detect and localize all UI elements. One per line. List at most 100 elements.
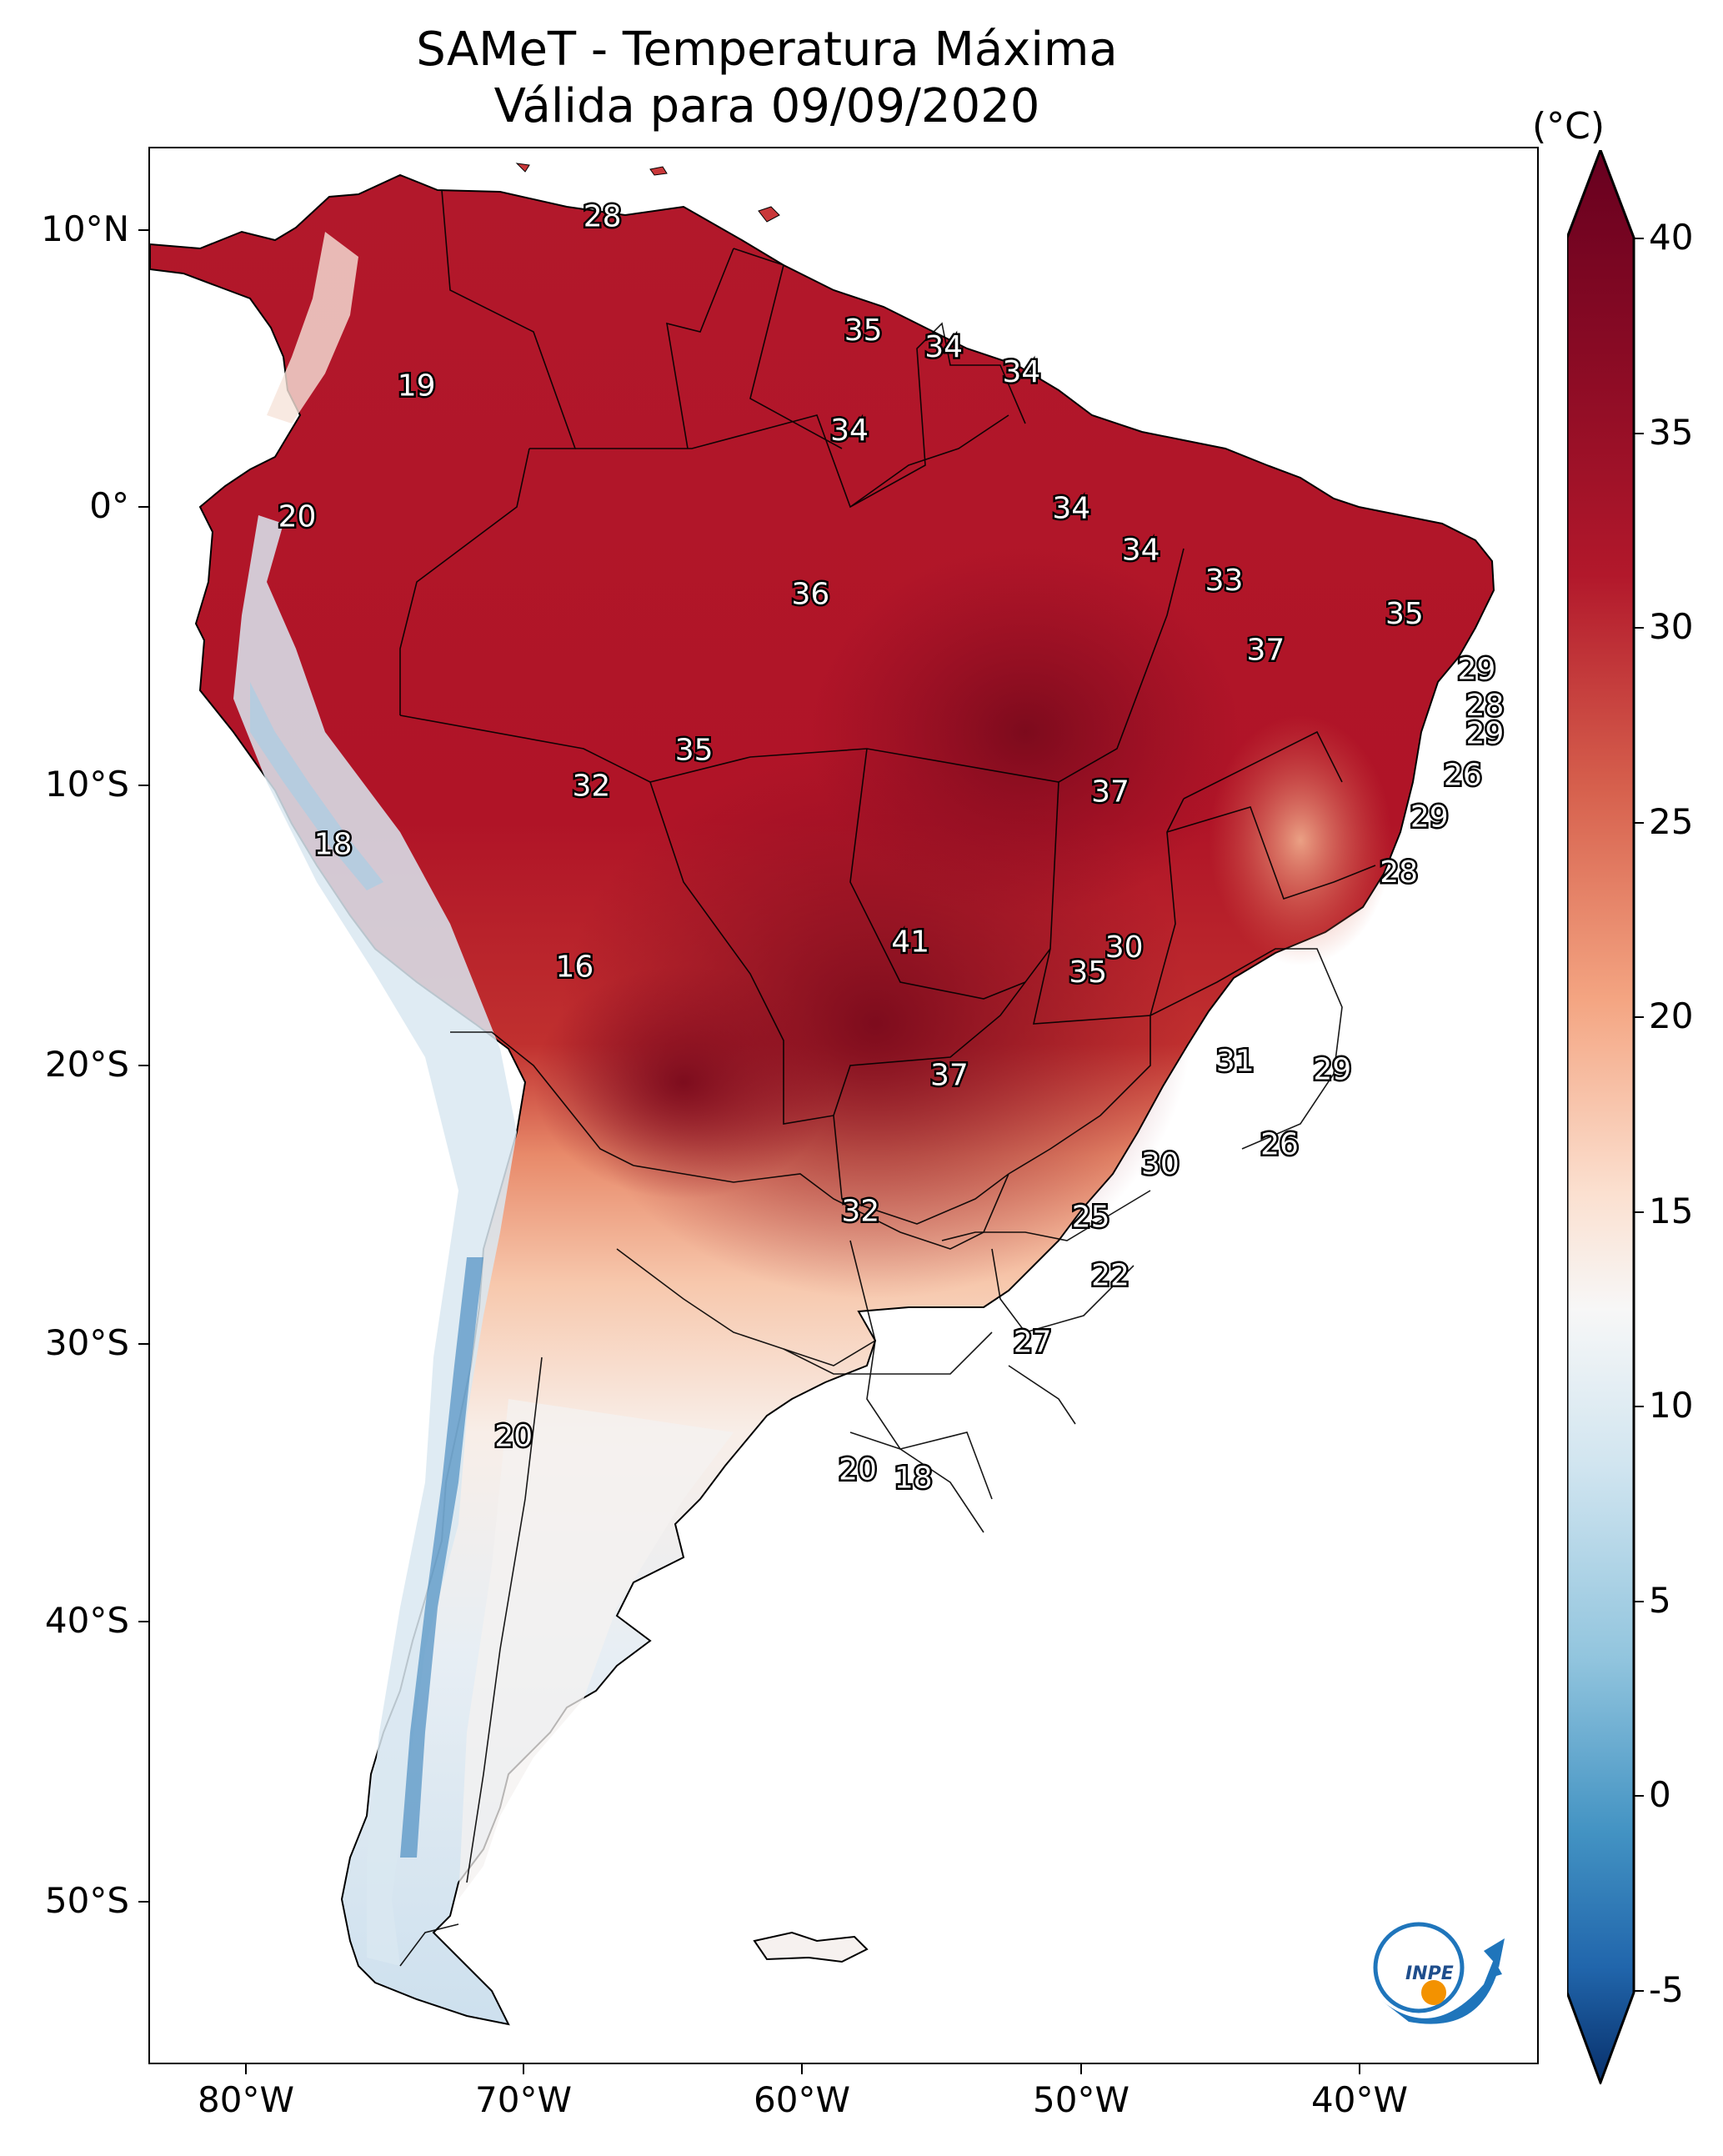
station-value-1: 19 — [398, 369, 436, 404]
colorbar-label-15: 15 — [1649, 1191, 1694, 1231]
inpe-logo: INPE — [1373, 1922, 1505, 2024]
colorbar-gradient — [1567, 150, 1635, 2084]
station-value-35: 27 — [1014, 1325, 1052, 1359]
station-value-15: 29 — [1465, 716, 1504, 750]
colorbar-tick — [1634, 1016, 1644, 1018]
station-value-10: 36 — [791, 578, 829, 612]
lat-label-10s: 10°S — [44, 764, 129, 805]
station-value-30: 26 — [1260, 1128, 1299, 1162]
station-value-32: 32 — [841, 1195, 879, 1229]
station-value-33: 25 — [1072, 1200, 1110, 1234]
lat-tick — [138, 229, 148, 231]
colorbar-label-20: 20 — [1649, 995, 1694, 1036]
colorbar-unit: (°C) — [1532, 105, 1605, 148]
peru-cool — [250, 682, 383, 890]
logo-text: INPE — [1405, 1963, 1454, 1984]
lat-label-40s: 40°S — [44, 1600, 129, 1641]
station-value-19: 37 — [1091, 775, 1129, 809]
lat-tick — [138, 1065, 148, 1066]
colorbar-tick — [1634, 1601, 1644, 1602]
station-value-24: 30 — [1105, 930, 1144, 965]
lat-tick — [138, 1901, 148, 1903]
station-value-34: 22 — [1091, 1258, 1129, 1292]
station-value-3: 34 — [924, 330, 963, 364]
colorbar-tick — [1634, 1990, 1644, 1992]
colorbar — [1567, 150, 1635, 2084]
chart-subtitle: Válida para 09/09/2020 — [493, 79, 1040, 133]
station-value-26: 35 — [1069, 955, 1107, 990]
lon-label-80w: 80°W — [198, 2079, 294, 2120]
lat-label-0: 0° — [89, 485, 129, 526]
lon-tick — [245, 2064, 247, 2074]
lon-label-60w: 60°W — [754, 2079, 850, 2120]
station-value-28: 37 — [930, 1058, 969, 1092]
heat-core-north — [809, 549, 1242, 915]
lat-label-20s: 20°S — [44, 1044, 129, 1085]
colorbar-tick — [1634, 433, 1644, 434]
lon-tick — [523, 2064, 524, 2074]
lat-tick — [138, 1621, 148, 1622]
colorbar-label-10: 10 — [1649, 1385, 1694, 1426]
station-value-13: 29 — [1457, 653, 1495, 687]
caribbean-islands — [515, 163, 780, 223]
station-value-18: 32 — [572, 770, 610, 804]
lat-tick — [138, 785, 148, 786]
colorbar-tick — [1634, 1406, 1644, 1407]
station-value-16: 35 — [675, 733, 714, 767]
colorbar-tick — [1634, 1211, 1644, 1213]
patagonia-wash — [458, 1399, 734, 1899]
falkland-islands — [753, 1931, 869, 1963]
lat-tick — [138, 506, 148, 508]
station-value-25: 16 — [555, 950, 594, 984]
colorbar-label-0: 0 — [1649, 1774, 1671, 1815]
colorbar-tick — [1634, 238, 1644, 239]
station-value-6: 20 — [278, 499, 317, 534]
station-value-20: 29 — [1410, 800, 1449, 834]
station-value-7: 34 — [1052, 491, 1090, 525]
colorbar-tick — [1634, 822, 1644, 824]
colorbar-label-30: 30 — [1649, 606, 1694, 647]
station-value-38: 18 — [894, 1462, 933, 1496]
lat-tick — [138, 1343, 148, 1345]
station-value-8: 34 — [1122, 533, 1160, 567]
colorbar-tick — [1634, 627, 1644, 629]
station-value-36: 20 — [494, 1420, 533, 1454]
station-value-27: 31 — [1216, 1045, 1255, 1079]
lat-label-50s: 50°S — [44, 1880, 129, 1921]
lat-label-30s: 30°S — [44, 1322, 129, 1363]
station-value-4: 34 — [1002, 355, 1040, 389]
borders — [399, 189, 1376, 1967]
colombia-cool — [267, 232, 358, 424]
lon-tick — [1359, 2064, 1360, 2074]
colorbar-label-40: 40 — [1649, 217, 1694, 258]
lon-label-40w: 40°W — [1311, 2079, 1408, 2120]
lon-tick — [1080, 2064, 1082, 2074]
lon-label-70w: 70°W — [475, 2079, 572, 2120]
lon-label-50w: 50°W — [1033, 2079, 1129, 2120]
station-value-14: 28 — [1465, 689, 1504, 723]
heat-core-west — [533, 965, 834, 1199]
andes-cold-core — [400, 1257, 483, 1858]
station-value-23: 41 — [891, 925, 929, 959]
station-value-37: 20 — [839, 1453, 877, 1487]
colorbar-label-25: 25 — [1649, 801, 1694, 842]
andes-strip — [233, 515, 517, 1966]
station-value-21: 18 — [314, 828, 353, 862]
station-value-0: 28 — [584, 199, 622, 233]
colorbar-label-5: 5 — [1649, 1580, 1671, 1621]
lat-label-10n: 10°N — [41, 208, 129, 249]
station-value-2: 35 — [844, 313, 883, 348]
station-value-29: 29 — [1313, 1053, 1351, 1087]
station-value-17: 26 — [1444, 758, 1482, 792]
map-panel: 28 19 35 34 34 34 20 34 34 33 36 35 37 29 28 29 35 26 32 37… — [148, 147, 1539, 2064]
station-value-11: 35 — [1385, 597, 1424, 631]
station-value-5: 34 — [830, 414, 869, 448]
station-value-9: 33 — [1205, 564, 1244, 598]
station-value-12: 37 — [1246, 633, 1285, 667]
colorbar-tick — [1634, 1795, 1644, 1797]
station-value-31: 30 — [1141, 1147, 1180, 1181]
chart-title: SAMeT - Temperatura Máxima — [416, 23, 1118, 77]
cool-highlands — [1209, 715, 1392, 965]
colorbar-label-minus5: -5 — [1649, 1969, 1684, 2010]
